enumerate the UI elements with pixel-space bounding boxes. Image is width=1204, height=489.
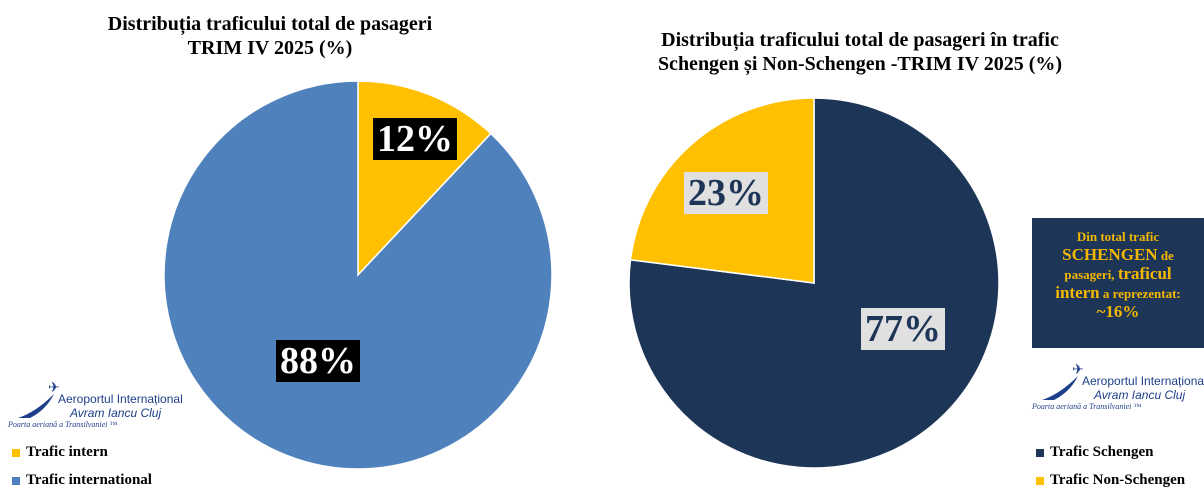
pie-chart-right bbox=[628, 97, 1000, 469]
legend-item-schengen: Trafic Schengen bbox=[1036, 444, 1153, 461]
chart-title-right-line2: Schengen și Non-Schengen -TRIM IV 2025 (… bbox=[657, 53, 1063, 75]
info-rest: a reprezentat: bbox=[1099, 286, 1181, 301]
data-label-intern: 12% bbox=[373, 118, 457, 160]
schengen-info-box: Din total trafic SCHENGEN de pasageri, t… bbox=[1032, 218, 1204, 348]
info-intern: intern bbox=[1055, 283, 1100, 302]
info-schengen: SCHENGEN bbox=[1062, 245, 1158, 264]
info-line1: Din total trafic bbox=[1076, 229, 1160, 244]
data-label-schengen: 77% bbox=[861, 308, 945, 350]
logo-arc-icon bbox=[1042, 376, 1078, 400]
legend-item-international: Trafic international bbox=[12, 472, 152, 489]
legend-label-non-schengen: Trafic Non-Schengen bbox=[1050, 472, 1186, 488]
chart-title-right: Distribuția traficului total de pasageri… bbox=[600, 28, 1120, 76]
logo-arc-icon bbox=[18, 394, 54, 418]
info-de: de bbox=[1157, 248, 1174, 263]
logo-line2: Avram Iancu Cluj bbox=[1094, 388, 1186, 402]
chart-title-right-line1: Distribuția traficului total de pasageri… bbox=[661, 29, 1059, 51]
logo-tagline: Poarta aeriană a Transilvaniei ™ bbox=[1032, 402, 1142, 411]
legend-item-non-schengen: Trafic Non-Schengen bbox=[1036, 472, 1185, 489]
legend-item-intern: Trafic intern bbox=[12, 444, 108, 461]
pie-slice-international bbox=[163, 80, 553, 470]
logo-line1: Aeroportul Internațional bbox=[1082, 374, 1204, 388]
pie-slice-schengen bbox=[628, 97, 1000, 469]
plane-icon: ✈ bbox=[48, 380, 60, 396]
info-pasageri: pasageri, bbox=[1064, 267, 1118, 282]
chart-title-left: Distribuția traficului total de pasageri… bbox=[60, 12, 480, 60]
logo-line2: Avram Iancu Cluj bbox=[70, 406, 162, 420]
legend-swatch-international bbox=[12, 476, 20, 485]
pie-chart-left bbox=[163, 80, 553, 470]
legend-label-intern: Trafic intern bbox=[26, 444, 108, 460]
airport-logo-left: ✈ Aeroportul Internațional Avram Iancu C… bbox=[8, 380, 188, 430]
chart-title-left-line1: Distribuția traficului total de pasageri bbox=[107, 13, 433, 35]
legend-label-international: Trafic international bbox=[26, 472, 152, 488]
data-label-international: 88% bbox=[276, 340, 360, 382]
logo-tagline: Poarta aeriană a Transilvaniei ™ bbox=[8, 420, 118, 429]
info-traficul: traficul bbox=[1117, 264, 1172, 283]
logo-line1: Aeroportul Internațional bbox=[58, 392, 183, 406]
chart-title-left-line2: TRIM IV 2025 (%) bbox=[187, 37, 353, 59]
airport-logo-right: ✈ Aeroportul Internațional Avram Iancu C… bbox=[1032, 362, 1204, 412]
legend-swatch-schengen bbox=[1036, 448, 1044, 457]
legend-label-schengen: Trafic Schengen bbox=[1050, 444, 1154, 460]
data-label-non-schengen: 23% bbox=[684, 172, 768, 214]
legend-swatch-intern bbox=[12, 448, 20, 457]
legend-swatch-non-schengen bbox=[1036, 476, 1044, 485]
plane-icon: ✈ bbox=[1072, 362, 1084, 378]
info-value: ~16% bbox=[1096, 302, 1140, 321]
